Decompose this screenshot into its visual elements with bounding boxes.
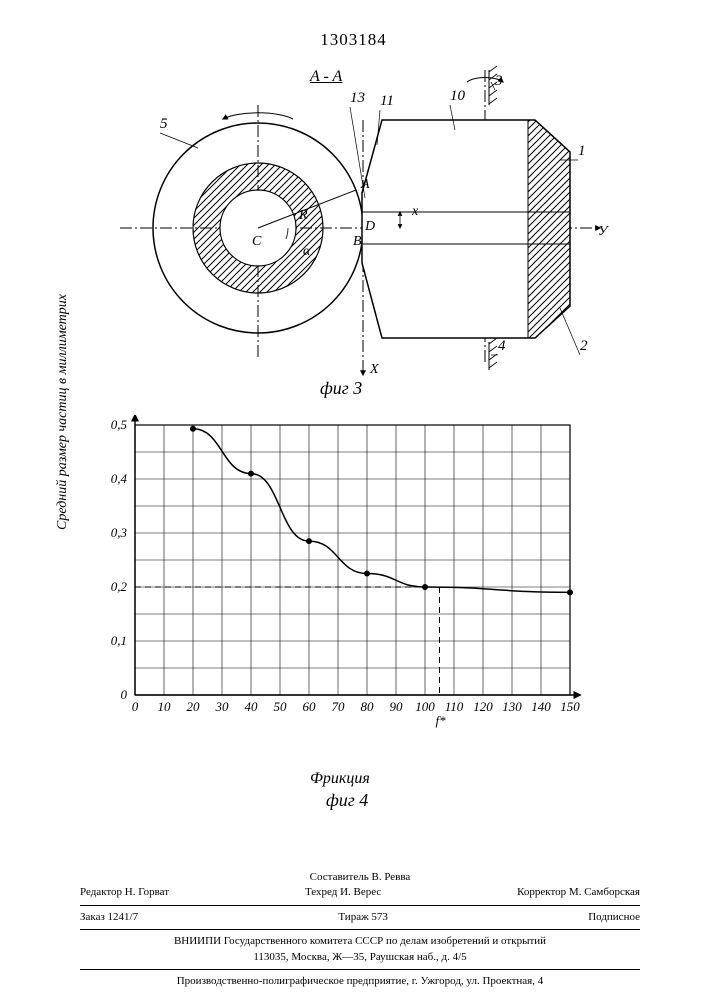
svg-text:50: 50 [274,699,288,714]
svg-text:C: C [252,234,262,249]
fig3-diagram: 1 2 3 4 5 10 11 13 A BD C Rα X Уx [100,60,610,380]
svg-text:20: 20 [187,699,201,714]
patent-number: 1303184 [0,30,707,50]
svg-text:R: R [298,208,308,223]
svg-text:110: 110 [445,699,464,714]
svg-text:f*: f* [436,713,447,728]
footer-corrector: Корректор М. Самборская [517,885,640,900]
svg-text:0,4: 0,4 [111,471,128,486]
footer-org2: 113035, Москва, Ж—35, Раушская наб., д. … [80,950,640,965]
svg-text:10: 10 [450,88,466,104]
svg-text:X: X [369,362,379,377]
svg-text:40: 40 [245,699,259,714]
svg-text:0,5: 0,5 [111,417,128,432]
svg-text:100: 100 [415,699,435,714]
svg-text:A: A [360,177,370,192]
footer-circulation: Тираж 573 [338,910,388,925]
footer-order: Заказ 1241/7 [80,910,138,925]
svg-text:5: 5 [160,116,168,132]
footer-editor: Редактор Н. Горват [80,885,169,900]
svg-text:0,3: 0,3 [111,525,128,540]
svg-text:0: 0 [132,699,139,714]
svg-text:90: 90 [390,699,404,714]
svg-text:У: У [598,224,609,239]
svg-text:3: 3 [494,73,503,89]
fig4-xlabel: Фрикция [310,770,370,788]
svg-text:B: B [353,234,362,249]
fig4-label: фиг 4 [326,790,368,811]
svg-text:120: 120 [473,699,493,714]
svg-text:D: D [364,219,375,234]
fig4-chart: 0 10 20 30 40 50 60 70 80 90 100 110 120 130 140 150 0 0,… [80,415,640,765]
svg-text:140: 140 [531,699,551,714]
svg-text:0,1: 0,1 [111,633,127,648]
footer-compiler: Составитель В. Ревва [80,870,640,885]
svg-text:13: 13 [350,90,365,106]
svg-text:10: 10 [158,699,172,714]
svg-text:60: 60 [303,699,317,714]
footer-block: Составитель В. Ревва Редактор Н. Горват … [80,870,640,989]
svg-text:130: 130 [502,699,522,714]
svg-text:70: 70 [332,699,346,714]
footer-subscription: Подписное [588,910,640,925]
svg-text:α: α [303,244,311,259]
footer-techeditor: Техред И. Верес [305,885,381,900]
fig3-label: фиг 3 [320,378,362,399]
svg-text:4: 4 [498,338,506,354]
svg-text:x: x [411,204,419,219]
svg-text:1: 1 [578,143,586,159]
svg-text:0: 0 [121,687,128,702]
svg-text:0,2: 0,2 [111,579,128,594]
svg-text:150: 150 [560,699,580,714]
fig4-ylabel: Средний размер частиц в миллиметрих [55,294,71,530]
svg-text:2: 2 [580,338,588,354]
svg-text:11: 11 [380,93,394,109]
footer-org3: Производственно-полиграфическое предприя… [80,974,640,989]
footer-org1: ВНИИПИ Государственного комитета СССР по… [80,934,640,949]
svg-text:30: 30 [215,699,230,714]
svg-text:80: 80 [361,699,375,714]
